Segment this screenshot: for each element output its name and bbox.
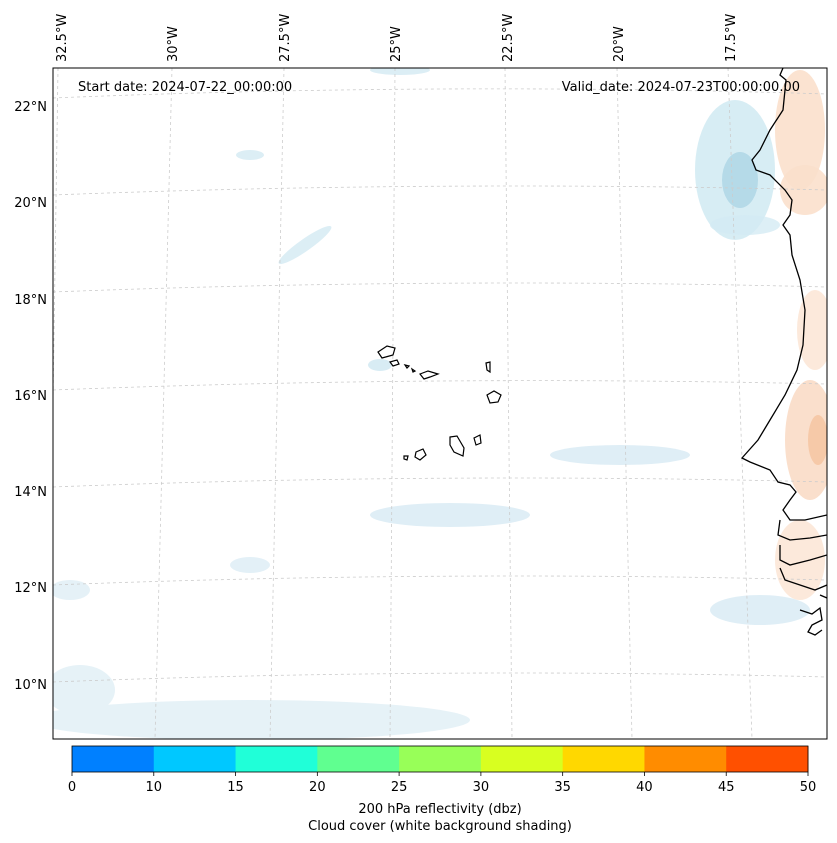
colorbar-tick-label: 30 (473, 780, 490, 795)
colorbar: 0 10 15 20 25 30 35 40 45 50 200 hPa reflectivity… (68, 745, 817, 834)
lon-label: 22.5°W (501, 14, 516, 62)
lat-label: 12°N (14, 581, 47, 596)
lat-label: 20°N (14, 196, 47, 211)
lon-label: 17.5°W (724, 14, 739, 62)
colorbar-segment (235, 746, 318, 772)
cloud-shading (53, 68, 810, 739)
colorbar-segment (153, 746, 237, 772)
map-content (53, 68, 827, 739)
map-frame (52, 67, 828, 740)
lat-label: 14°N (14, 485, 47, 500)
colorbar-tick-label: 15 (227, 780, 244, 795)
colorbar-label-line1: 200 hPa reflectivity (dbz) (358, 802, 521, 817)
lon-label: 20°W (612, 26, 627, 62)
start-date-label: Start date: 2024-07-22_00:00:00 (78, 80, 292, 95)
valid-date-label: Valid_date: 2024-07-23T00:00:00.00 (562, 80, 800, 95)
graticule (53, 68, 827, 739)
colorbar-frame (71, 745, 809, 773)
lon-label: 30°W (166, 26, 181, 62)
colorbar-tick-label: 50 (800, 780, 817, 795)
colorbar-segment (726, 746, 809, 772)
colorbar-tick-label: 40 (636, 780, 653, 795)
lat-label: 18°N (14, 293, 47, 308)
colorbar-segment (562, 746, 645, 772)
colorbar-tick-label: 25 (391, 780, 408, 795)
lat-label: 16°N (14, 389, 47, 404)
lon-label: 32.5°W (55, 14, 70, 62)
colorbar-tick-label: 10 (146, 780, 163, 795)
colorbar-segment (317, 746, 400, 772)
colorbar-label-line2: Cloud cover (white background shading) (308, 819, 572, 834)
latitude-labels: 22°N 20°N 18°N 16°N 14°N 12°N 10°N (14, 100, 47, 693)
colorbar-segment (399, 746, 482, 772)
colorbar-tick-label: 35 (554, 780, 571, 795)
lon-label: 25°W (389, 26, 404, 62)
warm-shading (775, 70, 827, 600)
lat-label: 10°N (14, 678, 47, 693)
colorbar-tick-label: 45 (718, 780, 735, 795)
lon-label: 27.5°W (278, 14, 293, 62)
colorbar-tick-label: 0 (68, 780, 76, 795)
colorbar-segment (644, 746, 727, 772)
lat-label: 22°N (14, 100, 47, 115)
colorbar-tick-label: 20 (309, 780, 326, 795)
cabo-verde-islands (377, 345, 502, 461)
colorbar-segment (72, 746, 155, 772)
longitude-labels: 32.5°W 30°W 27.5°W 25°W 22.5°W 20°W 17.5… (55, 14, 739, 62)
coastline (740, 68, 827, 636)
colorbar-segment (480, 746, 564, 772)
